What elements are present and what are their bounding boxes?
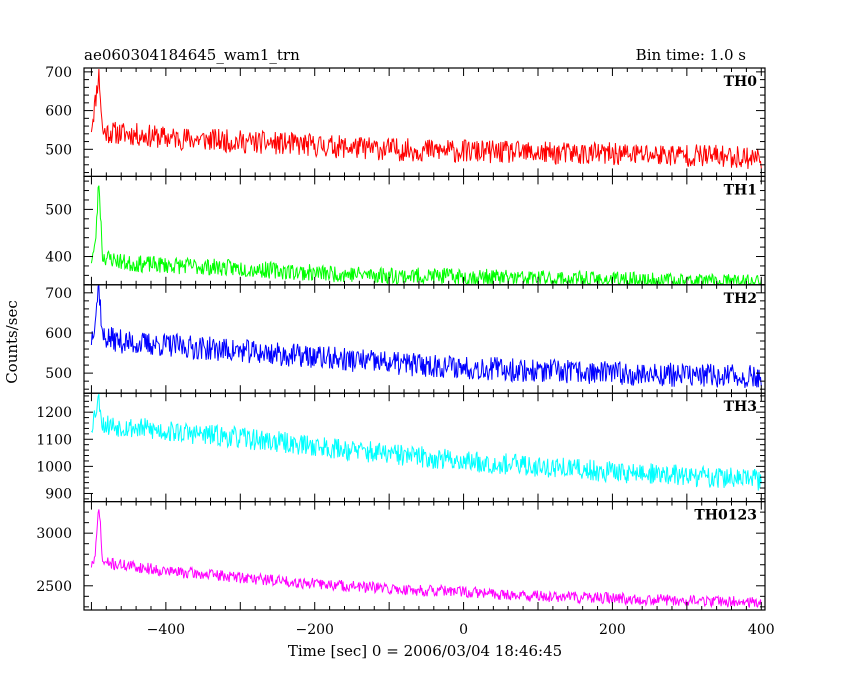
x-tick-label: −200 — [295, 622, 333, 638]
series-line-th0 — [90, 68, 762, 169]
panels: TH0 500 600 700 TH1 400 500 TH2 500 600 700 TH3 900 1… — [36, 65, 774, 638]
x-tick-label: −400 — [147, 622, 185, 638]
x-tick-label: 200 — [599, 622, 626, 638]
series-line-th3 — [91, 394, 762, 491]
panel-frame — [83, 284, 766, 394]
y-tick-label: 3000 — [36, 526, 72, 542]
y-tick-label: 500 — [45, 366, 72, 382]
y-tick-label: 700 — [45, 286, 72, 302]
y-tick-label: 1200 — [36, 405, 72, 421]
y-tick-label: 1000 — [36, 459, 72, 475]
y-tick-label: 900 — [45, 486, 72, 502]
y-tick-label: 700 — [45, 65, 72, 81]
panel-th3: TH3 900 1000 1100 1200 — [36, 392, 766, 503]
y-tick-label: 400 — [45, 250, 72, 266]
y-axis-label: Counts/sec — [3, 300, 21, 384]
panel-th0123: TH0123 2500 3000 — [36, 501, 766, 611]
x-tick-label: 400 — [748, 622, 775, 638]
panel-th2: TH2 500 600 700 — [45, 284, 766, 394]
chart-subtitle: Bin time: 1.0 s — [636, 46, 746, 64]
x-tick-label: 0 — [459, 622, 468, 638]
y-tick-label: 500 — [45, 202, 72, 218]
series-line-th0123 — [90, 509, 762, 609]
series-label: TH0123 — [694, 508, 757, 524]
series-label: TH0 — [724, 74, 758, 90]
panel-frame — [83, 67, 766, 178]
panel-frame — [83, 175, 766, 286]
series-label: TH3 — [724, 399, 757, 415]
y-tick-label: 2500 — [36, 579, 72, 595]
chart-title: ae060304184645_wam1_trn — [84, 46, 300, 64]
y-tick-label: 1100 — [36, 432, 72, 448]
panel-th0: TH0 500 600 700 — [45, 65, 766, 178]
panel-th1: TH1 400 500 — [45, 175, 766, 286]
panel-frame — [83, 392, 766, 503]
series-label: TH2 — [724, 291, 757, 307]
series-line-th2 — [90, 285, 762, 388]
y-tick-label: 500 — [45, 142, 72, 158]
series-label: TH1 — [724, 182, 757, 198]
series-line-th1 — [90, 185, 762, 286]
panel-frame — [83, 501, 766, 611]
y-tick-label: 600 — [45, 326, 72, 342]
x-axis-label: Time [sec] 0 = 2006/03/04 18:46:45 — [288, 642, 562, 660]
y-tick-label: 600 — [45, 104, 72, 120]
